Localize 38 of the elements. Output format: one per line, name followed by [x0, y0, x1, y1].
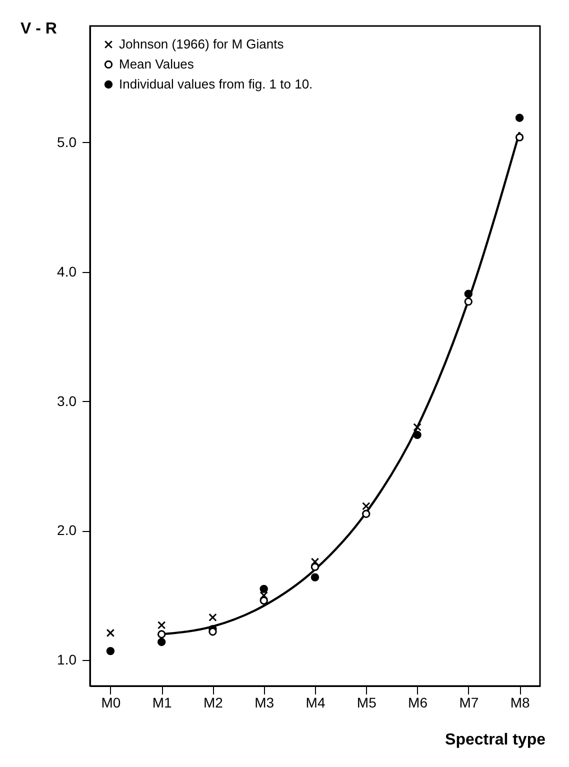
point	[515, 114, 524, 122]
y-axis-title: V - R	[20, 20, 58, 38]
x-tick-label: M2	[204, 694, 224, 710]
x-tick-label: M4	[306, 694, 326, 710]
y-tick-label: 1.0	[57, 652, 77, 668]
y-tick-label: 2.0	[57, 522, 77, 538]
x-tick-label: M1	[152, 694, 172, 710]
legend-label: Individual values from fig. 1 to 10.	[119, 76, 313, 92]
y-tick-label: 5.0	[57, 134, 77, 150]
x-tick-label: M5	[356, 694, 377, 710]
point	[157, 638, 166, 646]
point	[413, 430, 422, 440]
point	[310, 562, 320, 572]
point	[515, 133, 524, 142]
point	[157, 630, 166, 638]
y-tick-label: 3.0	[57, 392, 77, 409]
x-tick-label: M3	[254, 694, 274, 710]
point	[157, 621, 166, 630]
point	[413, 423, 422, 432]
point	[260, 584, 268, 594]
x-tick-label: M7	[459, 694, 479, 710]
point	[208, 613, 217, 622]
x-tick-label: M8	[510, 694, 530, 710]
point	[310, 558, 320, 566]
x-axis-title: Spectral type	[445, 732, 546, 748]
point	[362, 502, 370, 510]
point	[310, 573, 320, 582]
point	[106, 646, 115, 656]
legend-label: Mean Values	[119, 56, 194, 72]
point	[362, 510, 370, 518]
point	[464, 298, 473, 306]
x-tick-label: M6	[408, 694, 428, 710]
point	[106, 628, 115, 638]
point	[464, 290, 473, 298]
legend-label: Johnson (1966) for M Giants	[119, 36, 284, 52]
x-tick-label: M0	[101, 694, 121, 710]
point	[260, 591, 268, 600]
y-tick-label: 4.0	[57, 263, 77, 280]
